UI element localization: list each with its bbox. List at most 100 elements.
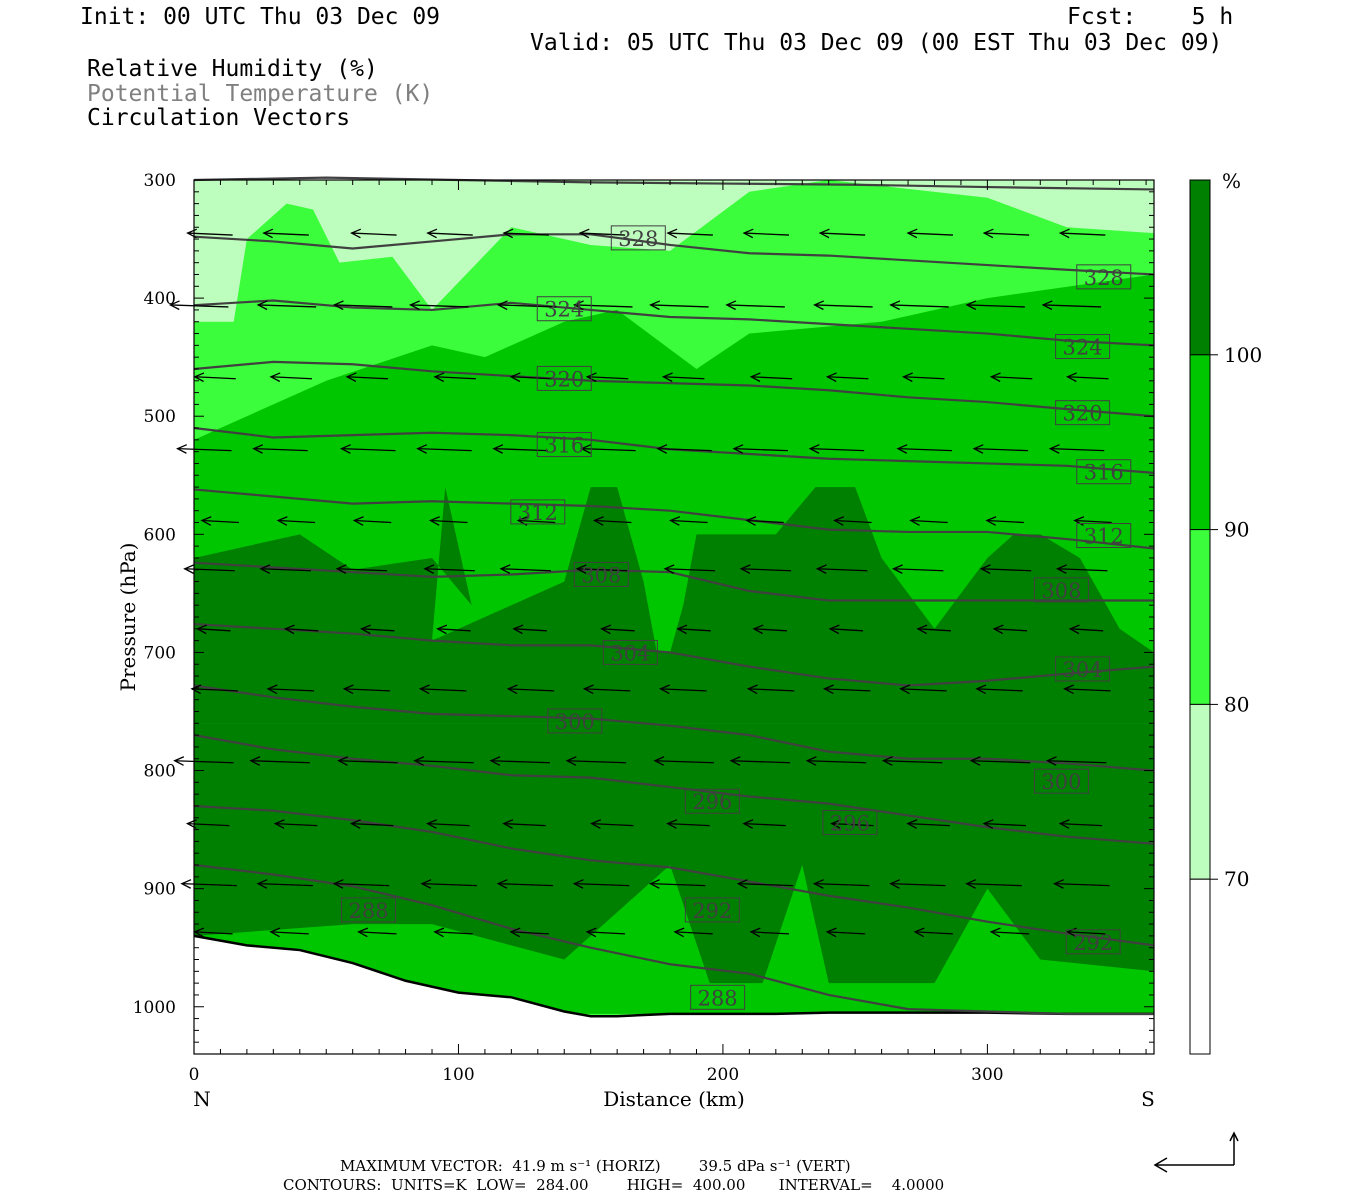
circulation-vector [499, 564, 552, 574]
theta-contour-320 [193, 360, 1155, 418]
circulation-vector [416, 444, 472, 454]
circulation-vector [969, 756, 1031, 766]
circulation-vector [190, 684, 238, 695]
x-tick-label: 100 [442, 1065, 474, 1085]
y-tick-label: 500 [144, 407, 176, 427]
circulation-vector [506, 684, 555, 695]
circulation-vector [423, 564, 475, 574]
circulation-vector [340, 444, 396, 454]
circulation-vector [256, 879, 314, 889]
circulation-vector [176, 444, 232, 454]
theta-contour-324 [193, 299, 1155, 347]
rh-band-70-80 [194, 180, 1154, 322]
circulation-vector [830, 819, 874, 829]
circulation-vector [972, 444, 1029, 454]
colorbar-level-label: 80 [1224, 692, 1249, 716]
svg-text:304: 304 [1063, 658, 1103, 682]
circulation-vector [269, 372, 312, 383]
theta-contour-label: 320 [536, 365, 592, 391]
theta-contour-label: 304 [602, 639, 658, 665]
circulation-vector [653, 756, 714, 766]
circulation-vector [426, 819, 470, 829]
circulation-vector [825, 927, 866, 938]
y-tick-label: 700 [144, 643, 176, 663]
circulation-vector [418, 684, 467, 695]
circulation-vector [889, 300, 949, 311]
circulation-vector [436, 624, 471, 635]
theta-contour-label: 324 [1055, 334, 1111, 360]
circulation-vector [822, 684, 871, 695]
circulation-vector [349, 819, 394, 829]
circulation-vector [752, 624, 787, 635]
colorbar-level-label: 90 [1224, 518, 1249, 542]
circulation-vector [828, 624, 864, 635]
circulation-vector [965, 300, 1025, 311]
circulation-vector [736, 879, 794, 889]
max-vector-note: MAXIMUM VECTOR: 41.9 m s⁻¹ (HORIZ) 39.5 … [340, 1157, 851, 1175]
valid-time: Valid: 05 UTC Thu 03 Dec 09 (00 EST Thu … [530, 30, 1223, 56]
circulation-vector [496, 300, 557, 311]
circulation-vector [489, 756, 550, 766]
circulation-vector [592, 516, 632, 526]
circulation-vector [492, 444, 548, 454]
circulation-vector [262, 228, 309, 239]
theta-contour-label: 312 [510, 499, 566, 525]
svg-text:288: 288 [348, 899, 388, 923]
circulation-vector [266, 684, 315, 695]
circulation-vector [742, 819, 786, 829]
circulation-vector [899, 684, 947, 695]
theta-contour-label: 300 [1033, 768, 1089, 794]
circulation-vector [1055, 564, 1108, 574]
theta-contour-304 [193, 622, 1155, 687]
circulation-vector [1058, 819, 1103, 829]
rh-band-100-upper [194, 487, 1154, 724]
legend-potential-temperature: Potential Temperature (K) [87, 81, 434, 107]
svg-text:316: 316 [1084, 461, 1124, 485]
theta-contour-label: 316 [1076, 459, 1132, 485]
circulation-vector [352, 516, 392, 526]
circulation-vector [433, 372, 476, 383]
circulation-vector [582, 684, 631, 695]
circulation-vector [889, 879, 946, 889]
svg-text:328: 328 [1084, 266, 1124, 290]
x-tick-label: 200 [707, 1065, 739, 1085]
y-tick-label: 600 [144, 525, 176, 545]
svg-text:328: 328 [618, 227, 658, 251]
circulation-vector [420, 879, 477, 889]
circulation-vector [742, 228, 790, 239]
colorbar-segment [1189, 703, 1211, 880]
rh-band-100-lower [194, 723, 1154, 984]
theta-contour-label: 308 [1033, 577, 1089, 603]
circulation-vector [1065, 372, 1109, 383]
circulation-vector [881, 756, 943, 766]
circulation-vector [428, 516, 468, 526]
circulation-vector [342, 684, 391, 695]
colorbar-segment [1189, 878, 1211, 1055]
theta-contour-label: 328 [610, 225, 666, 251]
theta-contour-label: 300 [547, 708, 603, 734]
circulation-vector [256, 300, 317, 311]
circulation-vector [989, 927, 1030, 938]
colorbar-level-label: 70 [1224, 867, 1249, 891]
y-tick-label: 800 [144, 762, 176, 782]
circulation-vector [815, 564, 868, 574]
y-tick-label: 900 [144, 880, 176, 900]
circulation-vector [273, 819, 318, 829]
circulation-vector [1063, 684, 1111, 695]
circulation-vector [252, 444, 308, 454]
circulation-vector [661, 372, 705, 383]
forecast-hour: Fcst: 5 h [1067, 4, 1234, 30]
circulation-vector [578, 228, 626, 239]
svg-text:308: 308 [581, 563, 621, 587]
circulation-vector [1058, 228, 1106, 239]
circulation-vector [565, 756, 627, 766]
surface-pressure-line [193, 934, 1154, 1018]
circulation-vector [585, 927, 626, 938]
circulation-vector [808, 444, 865, 454]
circulation-vector [825, 372, 869, 383]
svg-text:296: 296 [830, 812, 870, 836]
colorbar-level-label: 100 [1224, 343, 1262, 367]
init-time: Init: 00 UTC Thu 03 Dec 09 [80, 4, 441, 30]
theta-contour-label: 296 [822, 810, 878, 836]
theta-contour-292 [193, 804, 1155, 947]
